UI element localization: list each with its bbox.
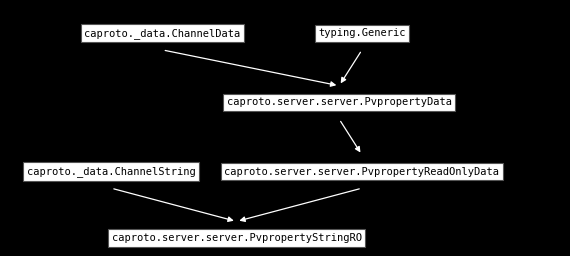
Text: typing.Generic: typing.Generic [318,28,406,38]
Text: caproto.server.server.PvpropertyStringRO: caproto.server.server.PvpropertyStringRO [112,233,361,243]
Text: caproto._data.ChannelString: caproto._data.ChannelString [27,166,196,177]
Text: caproto._data.ChannelData: caproto._data.ChannelData [84,28,241,39]
Text: caproto.server.server.PvpropertyReadOnlyData: caproto.server.server.PvpropertyReadOnly… [225,166,499,177]
Text: caproto.server.server.PvpropertyData: caproto.server.server.PvpropertyData [227,97,451,108]
